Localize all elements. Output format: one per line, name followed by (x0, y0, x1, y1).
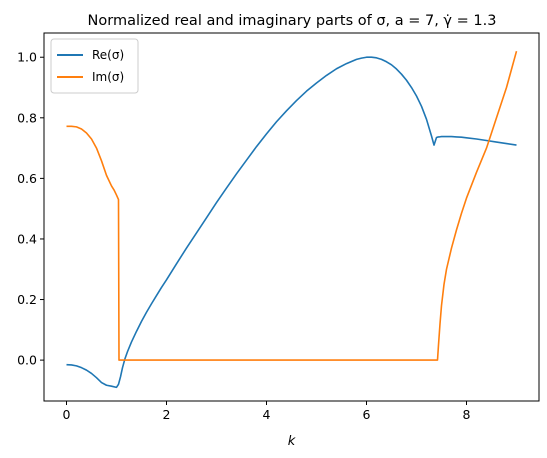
plot-area (44, 33, 539, 401)
x-axis-label: k (288, 434, 296, 449)
series-line-0 (66, 56, 517, 389)
series-layer (66, 50, 518, 389)
legend-box (50, 38, 139, 94)
chart-title-text: Normalized real and imaginary parts of σ… (88, 13, 497, 29)
x-tick-label: 2 (163, 407, 171, 422)
legend-label-re: Re(σ) (92, 48, 124, 62)
x-tick-label: 4 (263, 407, 271, 422)
y-tick-label: 0.6 (17, 171, 37, 186)
chart-title: Normalized real and imaginary parts of σ… (88, 13, 497, 29)
legend-label-im: Im(σ) (92, 70, 124, 84)
axes-frame (43, 32, 540, 402)
series-line-1 (66, 50, 518, 361)
y-tick-label: 1.0 (17, 50, 37, 65)
x-tick-label: 0 (63, 407, 71, 422)
x-tick-label: 8 (463, 407, 471, 422)
legend: Re(σ) Im(σ) (50, 38, 139, 94)
y-tick-label: 0.2 (17, 292, 37, 307)
ticks-layer: 0 2 4 6 8 0.0 0.2 0.4 0.6 0.8 1.0 (17, 50, 470, 422)
y-tick-label: 0.8 (17, 110, 37, 125)
y-tick-label: 0.4 (17, 231, 37, 246)
y-tick-label: 0.0 (17, 353, 37, 368)
x-tick-label: 6 (363, 407, 371, 422)
